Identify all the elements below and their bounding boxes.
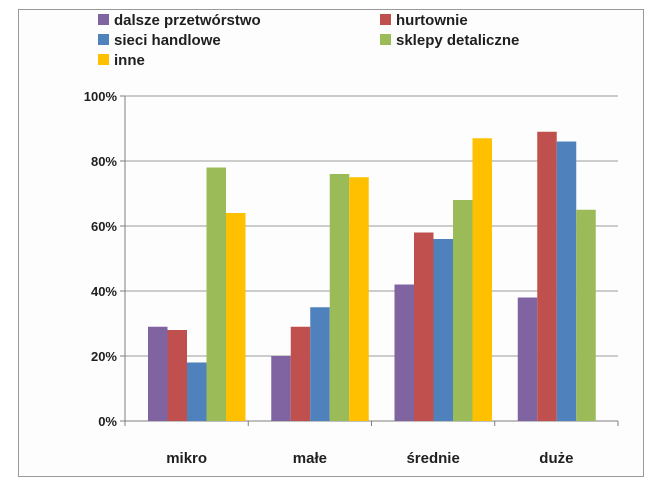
bar [290,326,311,421]
y-tick-label: 60% [91,219,117,234]
x-category-label: duże [539,450,573,467]
y-tick-label: 0% [98,414,117,429]
y-tick-label: 40% [91,284,117,299]
bars [148,131,596,421]
bar [226,213,246,421]
legend-swatch [98,54,109,65]
bar [167,330,187,421]
bar [206,167,226,421]
legend-swatch [380,34,391,45]
x-category-label: mikro [166,450,207,467]
legend-swatch [98,34,109,45]
bar [394,284,414,421]
y-tick-label: 20% [91,349,117,364]
bar [414,232,434,421]
legend-label: dalsze przetwórstwo [114,12,261,29]
bar [472,138,492,421]
bar [271,356,291,421]
legend-swatch [380,14,391,25]
y-tick-label: 100% [84,89,118,104]
legend: dalsze przetwórstwo hurtownie sieci handlo… [98,12,519,69]
bar [148,326,168,421]
legend-label: sklepy detaliczne [396,32,519,49]
bar [329,174,350,421]
bar [556,141,577,421]
bar [187,362,207,421]
legend-label: sieci handlowe [114,32,221,49]
bar [576,209,596,421]
bar [433,239,453,421]
bar [517,297,538,421]
legend-swatch [98,14,109,25]
legend-label: inne [114,52,145,69]
axis-labels: 0% 20% 40% 60% 80% 100% mikro małe średnie duże [84,89,574,467]
y-tick-label: 80% [91,154,117,169]
x-category-label: średnie [406,450,459,467]
bar [310,307,330,421]
x-category-label: małe [293,450,327,467]
bar [349,177,369,421]
bar [453,200,473,421]
bar [537,131,557,421]
legend-label: hurtownie [396,12,468,29]
